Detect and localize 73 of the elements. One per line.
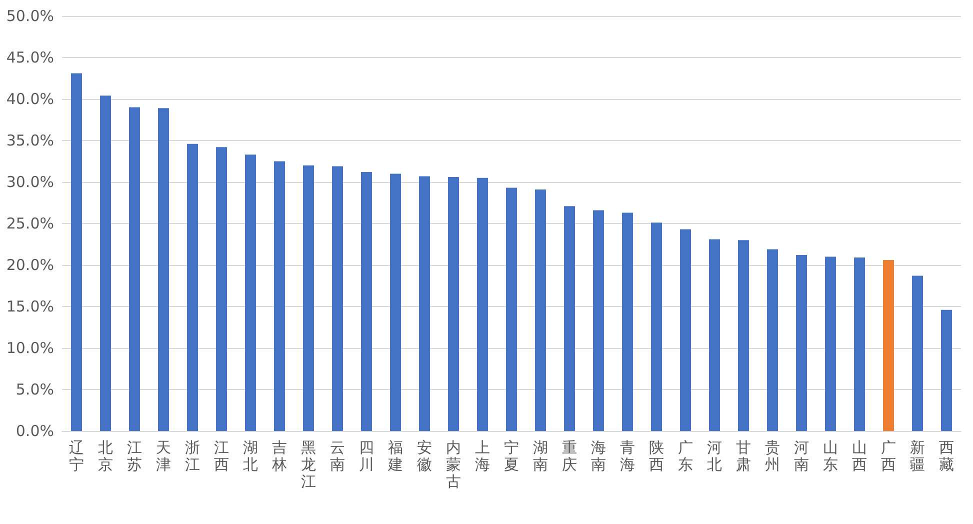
bar [941,310,952,431]
y-tick-label: 50.0% [6,7,54,25]
x-tick-label: 湖南 [533,438,548,474]
x-tick-label: 辽宁 [69,438,84,474]
bar [680,229,691,431]
bar [187,144,198,431]
x-tick-label: 内蒙古 [446,438,461,490]
bar [361,172,372,431]
bar [216,147,227,431]
bar [129,107,140,431]
x-tick-label: 北京 [98,438,113,474]
bar [332,166,343,431]
x-tick-label: 山西 [852,438,867,474]
x-tick-label: 河北 [707,438,722,474]
x-tick-label: 甘肃 [736,438,751,474]
x-tick-label: 河南 [794,438,809,474]
y-tick-label: 45.0% [6,48,54,66]
bar [709,239,720,431]
bar [535,189,546,431]
x-tick-label: 天津 [156,438,171,474]
bar [796,255,807,431]
bar [419,176,430,431]
x-tick-label: 海南 [591,438,606,474]
bar [767,249,778,431]
bar [390,174,401,431]
y-tick-label: 10.0% [6,339,54,357]
x-tick-label: 重庆 [562,438,577,474]
x-tick-label: 安徽 [417,438,432,474]
x-tick-label: 江西 [214,438,229,474]
bar [158,108,169,431]
y-tick-label: 20.0% [6,256,54,274]
x-tick-label: 青海 [620,438,635,474]
y-tick-label: 0.0% [16,422,54,440]
x-tick-label: 江苏 [127,438,142,474]
y-tick-label: 5.0% [16,380,54,398]
x-tick-label: 广西 [881,438,896,474]
x-tick-label: 四川 [359,438,374,474]
bar [564,206,575,431]
x-tick-label: 西藏 [939,438,954,474]
bar [883,260,894,431]
x-tick-label: 吉林 [271,438,287,474]
bar [303,165,314,431]
y-tick-label: 15.0% [6,298,54,316]
x-tick-label: 陕西 [649,438,664,474]
bar [245,154,256,431]
bar [651,222,662,431]
x-tick-label: 黑龙江 [301,438,316,490]
y-tick-label: 40.0% [6,90,54,108]
bar [100,96,111,431]
bar [71,73,82,431]
x-tick-label: 湖北 [243,438,258,474]
x-tick-label: 宁夏 [504,438,519,474]
bar [825,256,836,431]
y-tick-label: 25.0% [6,214,54,232]
bar [593,210,604,431]
bar [506,188,517,431]
y-tick-label: 30.0% [6,173,54,191]
bar [274,161,285,431]
bar [477,178,488,431]
x-tick-label: 新疆 [910,438,925,474]
bar [448,177,459,431]
bar [738,240,749,431]
x-tick-label: 云南 [330,438,345,474]
x-tick-label: 贵州 [765,438,780,474]
y-tick-label: 35.0% [6,132,54,150]
x-tick-label: 浙江 [185,438,200,474]
x-tick-label: 广东 [678,438,693,474]
x-tick-label: 上海 [475,438,490,474]
bar [622,212,633,431]
bar [912,276,923,431]
x-tick-label: 福建 [387,438,403,474]
x-tick-label: 山东 [823,438,838,474]
bar [854,258,865,431]
